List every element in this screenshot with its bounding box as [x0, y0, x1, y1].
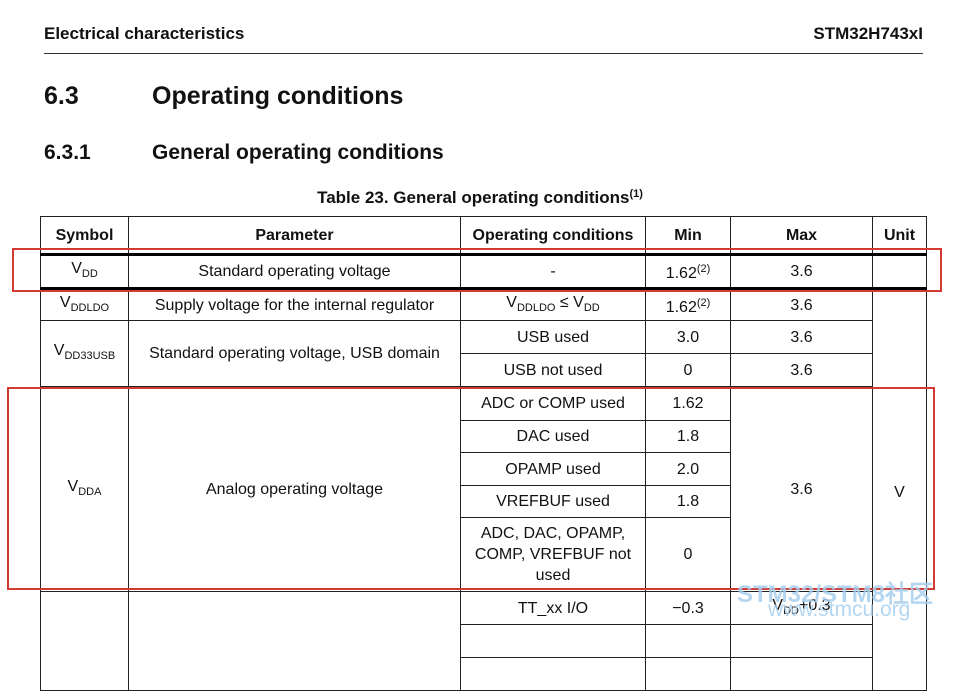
table-cell	[730, 624, 873, 658]
table-cell: 0	[645, 517, 731, 592]
table-cell: VDDA	[40, 386, 129, 592]
table-cell: 3.6	[730, 253, 873, 290]
table-cell: Standard operating voltage	[128, 253, 461, 290]
table-row: VDD33USB Standard operating voltage, USB…	[40, 320, 927, 387]
text: V	[59, 293, 71, 311]
table-row: VDDLDO Supply voltage for the internal r…	[40, 288, 927, 691]
text: 1.62	[665, 265, 697, 282]
highlight-box	[7, 387, 935, 590]
table-row: OPAMP used 2.0	[41, 452, 927, 486]
table-cell: 1.62(2)	[645, 288, 731, 321]
table-cell: 1.62(2)	[645, 253, 731, 290]
text: 1.62	[665, 298, 697, 316]
table-caption: Table 23. General operating conditions(1…	[0, 188, 960, 208]
subscript: DD	[583, 301, 600, 314]
table-cell: VDDLDO ≤ VDD	[460, 288, 646, 321]
table-cell: 3.6	[730, 386, 873, 592]
table-cell: 3.6	[730, 353, 873, 387]
table-row: VDD Standard operating voltage - 1.62(2)…	[40, 253, 927, 290]
subsection-number: 6.3.1	[44, 141, 91, 164]
table-cell: 3.0	[645, 320, 731, 354]
text: V	[53, 342, 65, 359]
table-cell: USB not used	[460, 353, 646, 387]
subscript: DDLDO	[70, 301, 110, 314]
table-cell: 3.6	[730, 320, 873, 354]
subscript: DD33USB	[64, 350, 116, 362]
table-cell: VDD	[40, 253, 129, 290]
text: +0.3	[798, 596, 831, 614]
table-row: USB not used 0 3.6	[41, 353, 927, 387]
table-cell: 0	[645, 353, 731, 387]
table-cell	[40, 591, 129, 691]
table-cell: VREFBUF used	[460, 485, 646, 518]
highlight-box	[12, 248, 942, 292]
subscript: DDA	[78, 485, 102, 498]
table-cell: 2.0	[645, 452, 731, 486]
text: V	[772, 596, 784, 614]
subscript: DD	[81, 268, 98, 280]
watermark-brand: STM32/STM8社区	[737, 581, 934, 608]
table-cell: 1.8	[645, 485, 731, 518]
table-cell	[460, 624, 646, 658]
table-row: VREFBUF used 1.8	[41, 485, 927, 518]
table-cell	[128, 591, 461, 691]
table-cell: ADC or COMP used	[460, 386, 646, 421]
table-cell: Analog operating voltage	[128, 386, 461, 592]
table-cell	[645, 657, 731, 691]
superscript: (2)	[696, 263, 711, 275]
table-cell: USB used	[460, 320, 646, 354]
table-cell: VDDLDO	[40, 288, 129, 321]
text: ≤	[559, 293, 569, 311]
watermark-url: www.stmcu.org	[768, 598, 911, 621]
table-cell	[730, 657, 873, 691]
page: {"header":{"left":"Electrical characteri…	[0, 24, 960, 691]
section-title: Operating conditions	[152, 82, 404, 110]
table-cell: 1.8	[645, 420, 731, 453]
header-left: Electrical characteristics	[44, 24, 245, 43]
header-rule	[44, 53, 923, 54]
superscript: (1)	[629, 188, 643, 200]
subscript: DDLDO	[516, 301, 556, 314]
text: V	[573, 293, 584, 311]
superscript: (2)	[696, 296, 711, 309]
table-cell: Standard operating voltage, USB domain	[128, 320, 461, 387]
text: V	[67, 477, 79, 495]
table-cell: OPAMP used	[460, 452, 646, 486]
table-cell: VDD33USB	[40, 320, 129, 387]
text: V	[71, 260, 82, 277]
table-cell: -	[460, 253, 646, 290]
table-cell: DAC used	[460, 420, 646, 453]
subsection-title: General operating conditions	[152, 141, 444, 164]
table-row: DAC used 1.8	[41, 420, 927, 453]
table-cell	[460, 657, 646, 691]
table-cell: −0.3	[645, 591, 731, 625]
text: V	[506, 293, 517, 311]
subscript: DD	[783, 604, 799, 617]
table-cell	[645, 624, 731, 658]
table-cell	[872, 253, 927, 290]
section-number: 6.3	[44, 82, 79, 110]
table-row: VDDA Analog operating voltage ADC or COM…	[40, 386, 927, 592]
table-cell: TT_xx I/O	[460, 591, 646, 625]
table-cell: VDD+0.3	[730, 591, 873, 625]
table-cell: 3.6	[730, 288, 873, 321]
table-cell: V	[872, 288, 927, 691]
table-cell: Supply voltage for the internal regulato…	[128, 288, 461, 321]
text: Table 23. General operating conditions	[317, 188, 630, 207]
header-right: STM32H743xI	[813, 24, 923, 43]
